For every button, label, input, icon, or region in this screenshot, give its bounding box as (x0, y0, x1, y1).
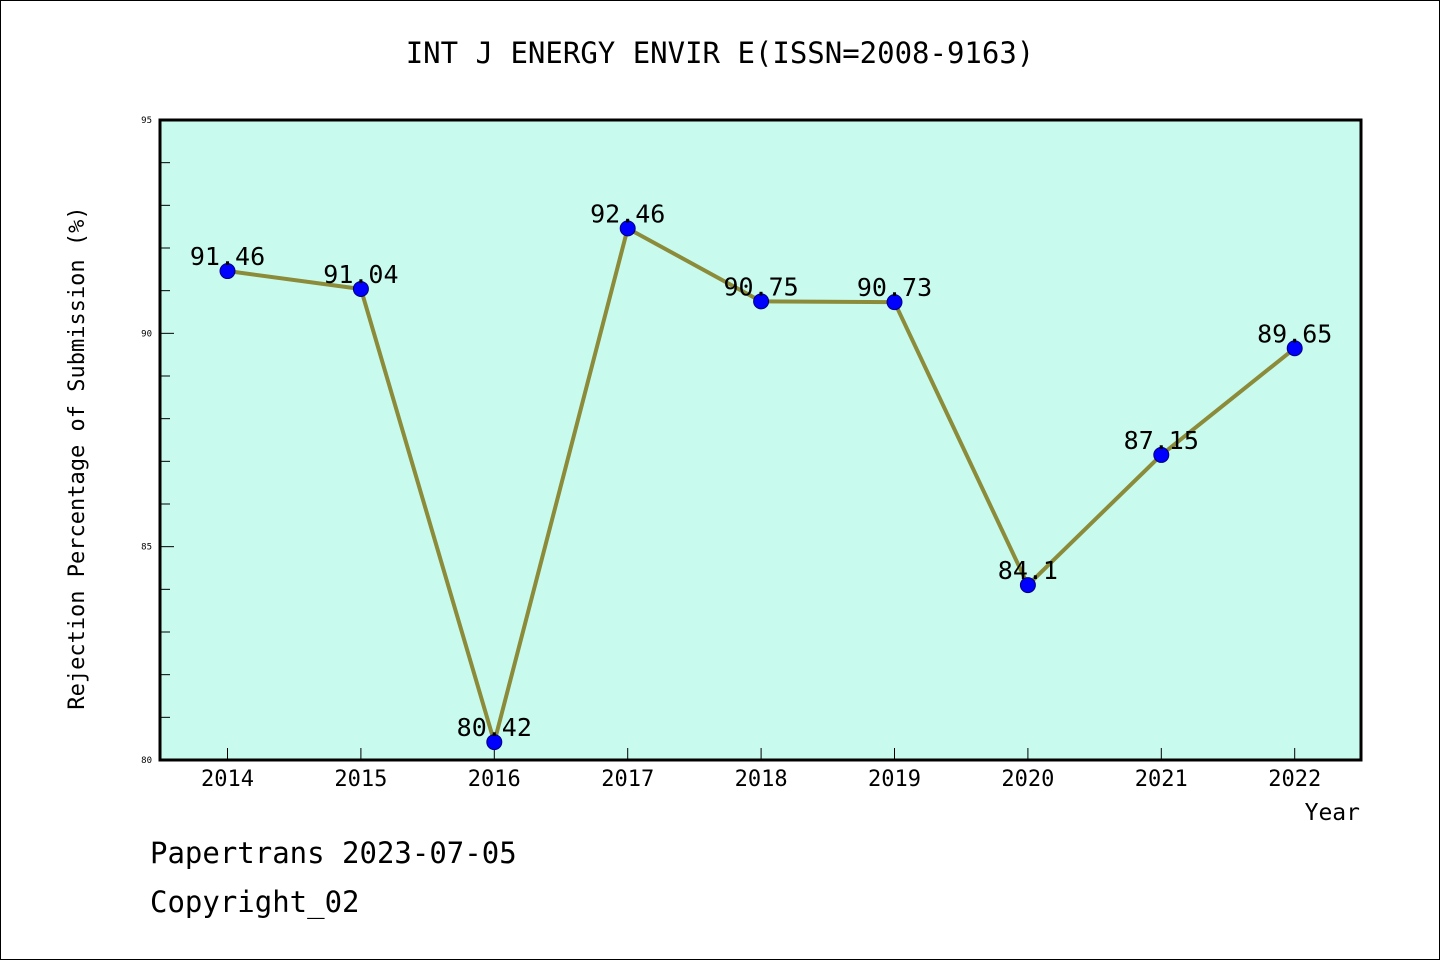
x-tick-label: 2017 (601, 767, 654, 792)
data-label: 90.75 (723, 272, 798, 301)
data-point (886, 294, 903, 311)
y-tick-label: 80 (141, 756, 152, 766)
plot-area (160, 120, 1361, 760)
data-point (1286, 340, 1303, 357)
footer-copyright: Copyright_02 (150, 885, 360, 919)
data-points (219, 220, 1303, 751)
data-point (352, 280, 369, 297)
x-tick-label: 2015 (334, 767, 387, 792)
data-label: 92.46 (590, 199, 665, 228)
x-tick-label: 2020 (1001, 767, 1054, 792)
x-tick-label: 2018 (735, 767, 788, 792)
x-axis-label: Year (1305, 800, 1360, 826)
data-label: 80.42 (457, 713, 532, 742)
data-point (619, 220, 636, 237)
x-tick-label: 2014 (201, 767, 254, 792)
data-label: 89.65 (1257, 319, 1332, 348)
footer-date: Papertrans 2023-07-05 (150, 836, 517, 870)
data-point (1153, 446, 1170, 463)
data-label: 87.15 (1124, 426, 1199, 455)
chart-title: INT J ENERGY ENVIR E(ISSN=2008-9163) (405, 36, 1035, 70)
data-point (1019, 577, 1036, 594)
y-minor-ticks (160, 162, 170, 718)
x-tick-label: 2016 (468, 767, 521, 792)
x-tick-label: 2022 (1268, 767, 1321, 792)
y-axis-label: Rejection Percentage of Submission (%) (65, 206, 90, 709)
data-label: 91.04 (323, 260, 398, 289)
y-tick-label: 85 (141, 543, 152, 553)
y-tick-label: 95 (141, 116, 152, 126)
data-labels: 91.46 91.04 80.42 92.46 90.75 90.73 84.1 87.15 8… (190, 199, 1332, 742)
data-point (219, 263, 236, 280)
x-tick-label: 2019 (868, 767, 921, 792)
data-label: 84.1 (998, 556, 1058, 585)
plot-border (158, 118, 1363, 762)
x-ticks: 2014 2015 2016 2017 2018 2019 2020 2021 2022 (201, 748, 1321, 792)
y-tick-label: 90 (141, 329, 152, 339)
data-label: 91.46 (190, 242, 265, 271)
data-point (486, 734, 503, 751)
x-tick-label: 2021 (1135, 767, 1188, 792)
data-label: 90.73 (857, 273, 932, 302)
data-point (753, 293, 770, 310)
